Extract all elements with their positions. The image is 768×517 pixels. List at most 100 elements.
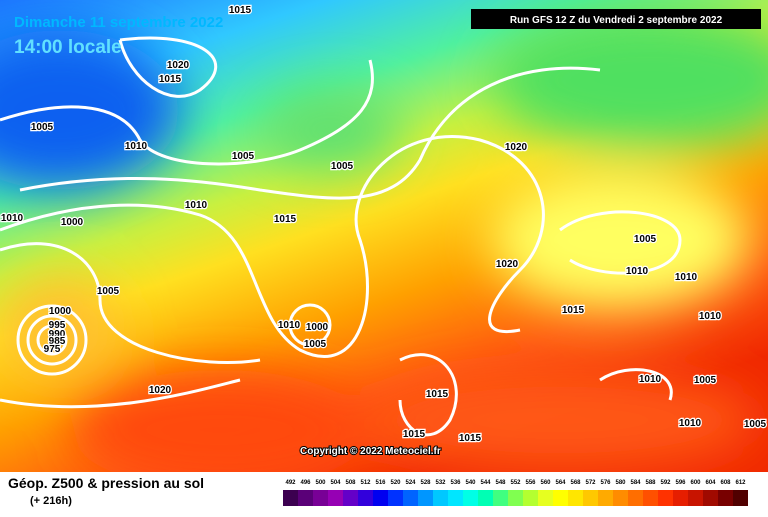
isobar-label: 1015 — [426, 389, 449, 400]
scale-label: 548 — [495, 480, 506, 486]
scale-label: 588 — [645, 480, 656, 486]
isobar-label: 995 — [49, 320, 66, 331]
isobar-label: 1015 — [229, 5, 252, 16]
isobar-label: 1015 — [274, 214, 297, 225]
isobar-label: 1005 — [232, 151, 255, 162]
footer-title: Géop. Z500 & pression au sol — [8, 475, 204, 491]
isobar-label: 1005 — [744, 419, 767, 430]
color-scale: 492 496 500 504 508 512 516 520 524 528 532 536 540 5… — [283, 480, 748, 506]
scale-swatch — [673, 490, 688, 506]
scale-label: 512 — [360, 480, 371, 486]
isobar-label: 1010 — [278, 320, 301, 331]
scale-label: 508 — [345, 480, 356, 486]
scale-label: 536 — [450, 480, 461, 486]
scale-swatch — [328, 490, 343, 506]
scale-swatch — [553, 490, 568, 506]
scale-swatch — [433, 490, 448, 506]
scale-label: 580 — [615, 480, 626, 486]
scale-label: 520 — [390, 480, 401, 486]
scale-label: 532 — [435, 480, 446, 486]
scale-label: 600 — [690, 480, 701, 486]
scale-swatch — [523, 490, 538, 506]
scale-swatch — [463, 490, 478, 506]
isobar-label: 1010 — [675, 272, 698, 283]
scale-swatch — [508, 490, 523, 506]
date-label: Dimanche 11 septembre 2022 — [14, 14, 223, 31]
isobar-label: 1005 — [97, 286, 120, 297]
scale-label: 560 — [540, 480, 551, 486]
scale-label: 596 — [675, 480, 686, 486]
run-label: Run GFS 12 Z du Vendredi 2 septembre 202… — [510, 15, 723, 26]
scale-swatch — [733, 490, 748, 506]
scale-swatch — [643, 490, 658, 506]
isobar-label: 1005 — [31, 122, 54, 133]
scale-swatch — [283, 490, 298, 506]
isobar-label: 990 — [49, 329, 66, 340]
run-box — [471, 9, 761, 29]
scale-label: 612 — [735, 480, 746, 486]
scale-swatch — [598, 490, 613, 506]
isobar-label: 1020 — [167, 60, 190, 71]
scale-label: 604 — [705, 480, 716, 486]
scale-swatch — [628, 490, 643, 506]
isobar-labels: 1015102010151005101010051005102010101010… — [0, 4, 768, 446]
isobar-label: 1010 — [1, 213, 24, 224]
copyright: Copyright © 2022 Meteociel.fr — [300, 446, 441, 457]
isobar-label: 1010 — [679, 418, 702, 429]
scale-label: 584 — [630, 480, 641, 486]
isobar-label: 985 — [49, 336, 66, 347]
isobar-label: 1010 — [699, 311, 722, 322]
scale-label: 576 — [600, 480, 611, 486]
scale-swatch — [613, 490, 628, 506]
isobar-label: 1010 — [626, 266, 649, 277]
scale-swatch — [343, 490, 358, 506]
scale-swatch — [703, 490, 718, 506]
scale-label: 492 — [285, 480, 296, 486]
scale-label: 572 — [585, 480, 596, 486]
isobar-label: 1015 — [459, 433, 482, 444]
scale-label: 564 — [555, 480, 566, 486]
isobar-label: 1020 — [496, 259, 519, 270]
scale-swatch — [688, 490, 703, 506]
isobar-label: 1015 — [403, 429, 426, 440]
isobar-label: 1020 — [149, 385, 172, 396]
footer-lead: (+ 216h) — [30, 495, 72, 507]
scale-label: 592 — [660, 480, 671, 486]
scale-swatch — [313, 490, 328, 506]
scale-label: 544 — [480, 480, 491, 486]
isobar-label: 1015 — [562, 305, 585, 316]
isobar-label: 1005 — [304, 339, 327, 350]
scale-label: 608 — [720, 480, 731, 486]
isobar-label: 1010 — [185, 200, 208, 211]
isobar-label: 1000 — [306, 322, 329, 333]
scale-swatch — [358, 490, 373, 506]
scale-swatch — [568, 490, 583, 506]
scale-label: 500 — [315, 480, 326, 486]
scale-swatch — [718, 490, 733, 506]
isobar-label: 1005 — [331, 161, 354, 172]
scale-label: 528 — [420, 480, 431, 486]
scale-swatch — [388, 490, 403, 506]
scale-label: 568 — [570, 480, 581, 486]
scale-swatch — [493, 490, 508, 506]
time-label: 14:00 locale — [14, 37, 122, 58]
scale-label: 540 — [465, 480, 476, 486]
scale-swatch — [373, 490, 388, 506]
scale-swatch — [658, 490, 673, 506]
isobar-label: 1020 — [505, 142, 528, 153]
scale-label: 556 — [525, 480, 536, 486]
scale-label: 504 — [330, 480, 341, 486]
isobar-label: 1000 — [49, 306, 72, 317]
isobar-label: 1005 — [694, 375, 717, 386]
isobar-label: 1010 — [639, 374, 662, 385]
isobar-label: 1010 — [125, 141, 148, 152]
scale-label: 552 — [510, 480, 521, 486]
scale-label: 496 — [300, 480, 311, 486]
scale-swatch — [298, 490, 313, 506]
scale-swatch — [418, 490, 433, 506]
isobar-label: 1005 — [634, 234, 657, 245]
isobar-label: 1015 — [159, 74, 182, 85]
scale-swatch — [538, 490, 553, 506]
scale-swatch — [583, 490, 598, 506]
